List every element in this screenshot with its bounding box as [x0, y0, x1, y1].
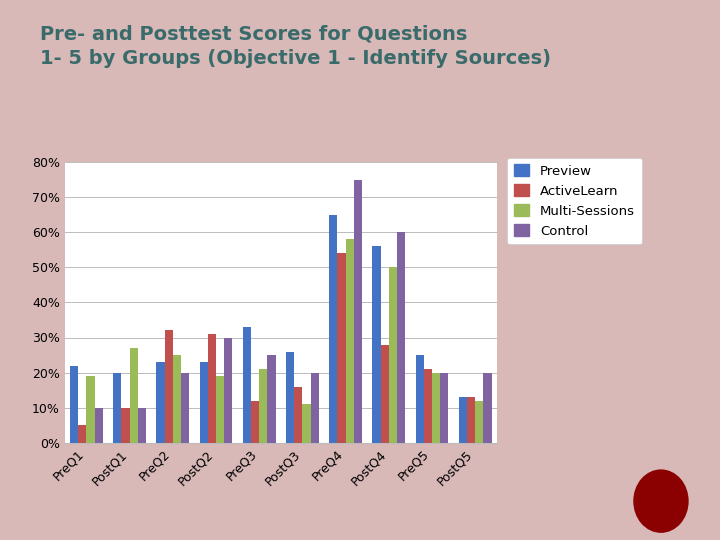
Bar: [251, 401, 259, 443]
Bar: [156, 362, 165, 443]
Bar: [70, 366, 78, 443]
Bar: [113, 373, 122, 443]
Bar: [78, 426, 86, 443]
Bar: [216, 376, 224, 443]
Bar: [208, 334, 216, 443]
Bar: [381, 345, 389, 443]
Bar: [346, 239, 354, 443]
Bar: [302, 404, 310, 443]
Bar: [475, 401, 483, 443]
Bar: [199, 362, 208, 443]
Bar: [440, 373, 449, 443]
Bar: [286, 352, 294, 443]
Bar: [424, 369, 432, 443]
Bar: [329, 214, 338, 443]
Bar: [181, 373, 189, 443]
Legend: Preview, ActiveLearn, Multi-Sessions, Control: Preview, ActiveLearn, Multi-Sessions, Co…: [507, 158, 642, 245]
Bar: [86, 376, 94, 443]
Bar: [243, 327, 251, 443]
Bar: [138, 408, 146, 443]
Bar: [267, 355, 276, 443]
Bar: [94, 408, 103, 443]
Bar: [372, 246, 381, 443]
Bar: [354, 179, 362, 443]
Bar: [467, 397, 475, 443]
Bar: [165, 330, 173, 443]
Bar: [224, 338, 233, 443]
Bar: [483, 373, 492, 443]
Text: Pre- and Posttest Scores for Questions
1- 5 by Groups (Objective 1 - Identify So: Pre- and Posttest Scores for Questions 1…: [40, 24, 551, 68]
Bar: [310, 373, 319, 443]
Bar: [338, 253, 346, 443]
Bar: [397, 232, 405, 443]
Bar: [259, 369, 267, 443]
Bar: [389, 267, 397, 443]
Bar: [294, 387, 302, 443]
Bar: [122, 408, 130, 443]
Bar: [130, 348, 138, 443]
Bar: [415, 355, 424, 443]
Bar: [173, 355, 181, 443]
Bar: [459, 397, 467, 443]
Bar: [432, 373, 440, 443]
